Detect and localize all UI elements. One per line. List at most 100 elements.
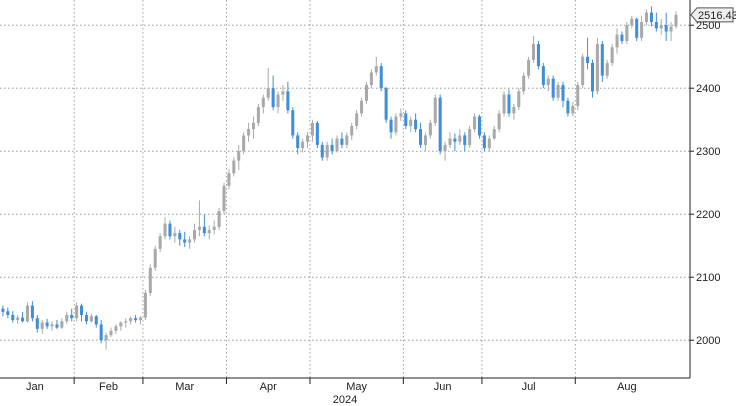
candle	[369, 69, 373, 89]
candle	[134, 315, 138, 323]
candle	[25, 302, 30, 323]
candle	[163, 217, 167, 240]
candle-body	[463, 135, 467, 145]
candle-body	[502, 94, 506, 114]
candle	[11, 311, 15, 323]
candle	[566, 97, 570, 117]
candle-layer	[1, 6, 678, 350]
candle	[178, 229, 182, 246]
candle	[21, 311, 25, 323]
candle	[89, 313, 93, 323]
candle	[458, 129, 462, 145]
candle	[453, 133, 457, 152]
candle	[482, 132, 486, 152]
candle-body	[232, 160, 236, 174]
candle	[399, 108, 403, 121]
candle-body	[89, 316, 93, 322]
grid-layer	[0, 0, 690, 378]
candle	[625, 22, 629, 45]
candle	[335, 135, 339, 153]
candle-body	[143, 292, 147, 318]
candle	[129, 316, 133, 325]
candle-body	[551, 78, 555, 98]
candle	[40, 320, 44, 334]
candle-body	[21, 317, 25, 322]
x-tick-label-mar: Mar	[175, 381, 194, 393]
candle-body	[453, 138, 457, 142]
candle	[84, 311, 88, 325]
candle-body	[325, 144, 329, 158]
candle-body	[522, 75, 526, 92]
candle-body	[271, 88, 275, 108]
candle-body	[301, 141, 305, 149]
candle	[35, 315, 39, 333]
y-tick-label: 2500	[696, 20, 720, 32]
candle	[507, 89, 511, 117]
candle	[502, 91, 506, 117]
candle-body	[590, 63, 595, 92]
candle-body	[438, 97, 442, 152]
candle-body	[423, 135, 427, 145]
candle	[610, 44, 614, 67]
candle	[615, 28, 619, 54]
x-tick-label-may: May	[346, 381, 367, 393]
candle	[55, 320, 59, 329]
last-value-tag-shape	[690, 7, 734, 23]
candle	[350, 122, 354, 140]
candle-body	[305, 135, 310, 142]
candle-body	[571, 105, 575, 114]
candle	[527, 56, 531, 79]
candle-body	[192, 229, 197, 240]
candle	[266, 68, 270, 101]
candle-body	[649, 12, 653, 23]
candle-body	[556, 85, 560, 98]
candle-body	[330, 144, 334, 152]
candle	[556, 81, 560, 101]
candle	[50, 321, 54, 331]
candle-body	[654, 22, 658, 29]
candle-body	[16, 317, 20, 321]
candle	[188, 236, 192, 249]
candle-body	[237, 151, 241, 161]
candle	[546, 75, 550, 92]
candle	[561, 81, 565, 108]
candle	[310, 119, 314, 142]
candle-body	[99, 324, 103, 341]
candle-body	[6, 311, 10, 315]
x-tick-label-jun: Jun	[434, 381, 452, 393]
candle	[222, 182, 226, 215]
candle-body	[227, 173, 231, 186]
candle	[148, 264, 152, 297]
candle	[70, 308, 74, 322]
candle	[217, 207, 221, 230]
candle	[414, 113, 418, 133]
candle	[286, 81, 290, 114]
candle-body	[600, 44, 604, 76]
candle	[448, 132, 452, 149]
candle-body	[134, 318, 138, 321]
candle-body	[581, 56, 585, 86]
candle-body	[183, 239, 187, 243]
candle-body	[664, 25, 668, 32]
candle	[6, 307, 10, 319]
candle	[109, 327, 113, 338]
candle-body	[566, 100, 570, 114]
candle-body	[50, 324, 54, 327]
axis-layer	[0, 0, 694, 384]
candle-body	[173, 233, 177, 237]
candle	[301, 138, 305, 153]
candle-body	[497, 113, 501, 130]
candle	[384, 86, 388, 123]
candle	[291, 107, 295, 139]
candle	[512, 103, 516, 120]
candle-body	[507, 94, 511, 114]
candle	[30, 301, 34, 322]
candle-body	[512, 107, 516, 114]
candle	[536, 40, 540, 70]
candle	[389, 116, 393, 139]
candle-body	[409, 119, 413, 126]
candle	[75, 302, 79, 322]
candle-body	[84, 315, 88, 322]
candle	[649, 6, 653, 27]
candle	[296, 132, 300, 155]
